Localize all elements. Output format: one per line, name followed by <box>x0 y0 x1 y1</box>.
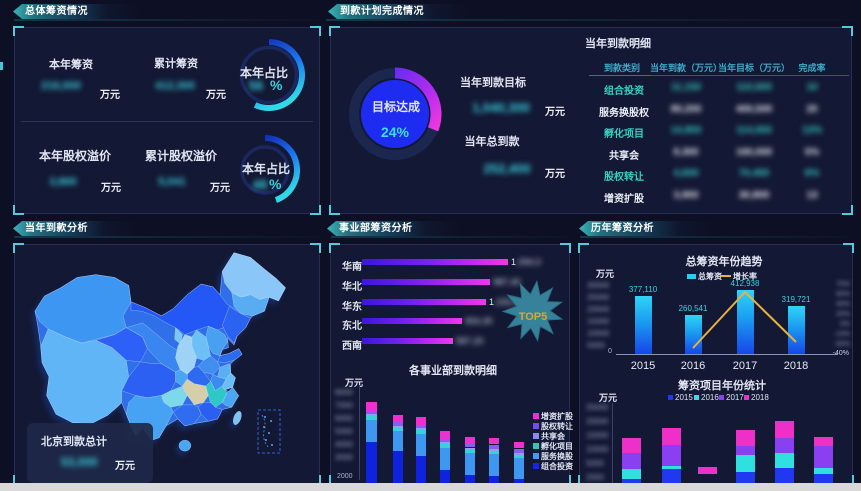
svg-text:TOP5: TOP5 <box>519 311 548 323</box>
